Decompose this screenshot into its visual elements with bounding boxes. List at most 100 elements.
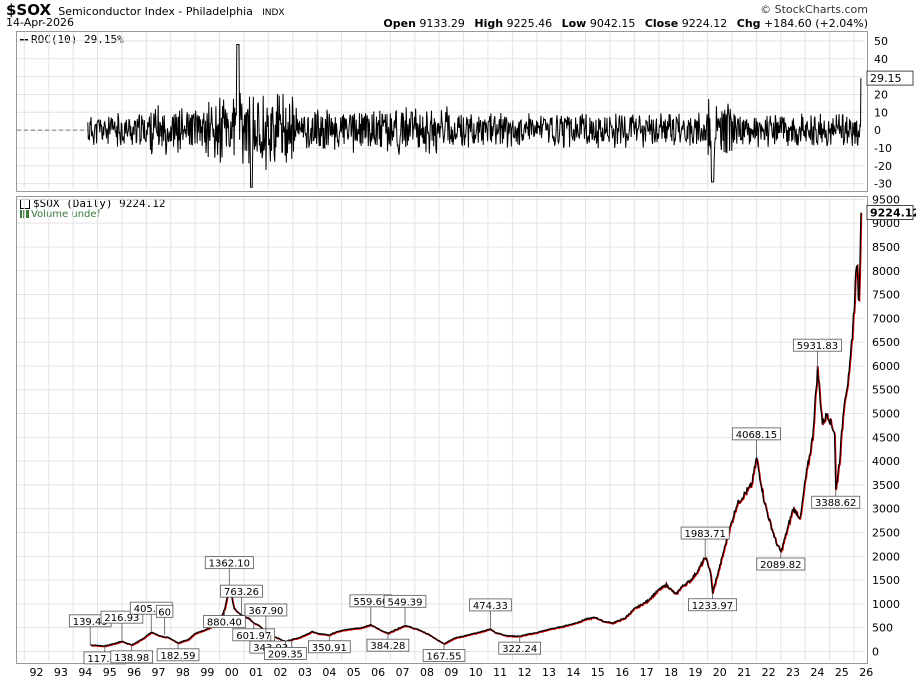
price-y-tick-label: 8500 bbox=[872, 241, 900, 254]
x-tick-label: 15 bbox=[591, 666, 605, 679]
roc-y-tick-label: 10 bbox=[874, 106, 888, 119]
annotation-box bbox=[498, 641, 541, 655]
price-last-value-tag-text: 9224.12 bbox=[870, 207, 916, 220]
annotation-label: 322.24 bbox=[502, 644, 537, 655]
x-tick-label: 93 bbox=[54, 666, 68, 679]
roc-series-line bbox=[87, 44, 862, 188]
x-tick-label: 05 bbox=[347, 666, 361, 679]
close-value: 9224.12 bbox=[681, 17, 728, 30]
annotation-label: 763.26 bbox=[224, 587, 259, 598]
annotation-box bbox=[469, 598, 512, 612]
annotation-box bbox=[155, 604, 174, 618]
roc-last-value-tag-text: 29.15 bbox=[870, 72, 902, 85]
annotation-box bbox=[264, 647, 307, 660]
x-tick-label: 17 bbox=[640, 666, 654, 679]
price-annotation: 209.35 bbox=[264, 641, 307, 661]
price-y-tick-label: 4000 bbox=[872, 455, 900, 468]
annotation-label: 138.98 bbox=[114, 653, 149, 664]
price-last-value-tag-box bbox=[866, 205, 914, 221]
annotation-label: 117.44 bbox=[87, 654, 122, 665]
annotation-label: 880.40 bbox=[207, 618, 242, 629]
annotation-box bbox=[366, 638, 410, 652]
price-annotation: 322.24 bbox=[498, 636, 541, 655]
x-tick-label: 07 bbox=[396, 666, 410, 679]
x-tick-label: 95 bbox=[103, 666, 117, 679]
price-y-tick-label: 3000 bbox=[872, 503, 900, 516]
x-tick-label: 98 bbox=[176, 666, 190, 679]
roc-last-value-tag-box bbox=[866, 70, 914, 86]
volume-label-text: Volume undef bbox=[31, 209, 101, 220]
annotation-label: 3388.62 bbox=[815, 498, 856, 509]
price-y-tick-label: 2000 bbox=[872, 550, 900, 563]
annotation-box bbox=[308, 640, 351, 654]
annotation-label: 139.49 bbox=[73, 617, 108, 628]
price-y-tick-label: 0 bbox=[872, 645, 879, 658]
roc-y-tick-label: 20 bbox=[874, 88, 888, 101]
annotation-box bbox=[688, 598, 737, 612]
roc-y-tick-label: -20 bbox=[874, 160, 892, 173]
x-tick-label: 00 bbox=[225, 666, 239, 679]
annotation-label: 4068.15 bbox=[736, 430, 777, 441]
price-annotation: 1233.97 bbox=[688, 592, 737, 612]
x-tick-label: 01 bbox=[249, 666, 263, 679]
annotation-label: 182.59 bbox=[161, 651, 196, 662]
roc-y-tick-label: 0 bbox=[874, 124, 881, 137]
close-label: Close bbox=[644, 17, 679, 30]
symbol-text: $SOX bbox=[6, 1, 52, 19]
price-annotation: 880.40 bbox=[203, 609, 246, 629]
price-annotation: 5931.83 bbox=[792, 338, 842, 370]
price-annotation: 138.98 bbox=[110, 644, 153, 664]
high-value: 9225.46 bbox=[506, 17, 553, 30]
annotation-label: 384.28 bbox=[370, 641, 405, 652]
x-tick-label: 12 bbox=[518, 666, 532, 679]
price-annotation: 763.26 bbox=[220, 584, 263, 616]
annotation-box bbox=[811, 495, 861, 509]
roc-y-tick-label: 50 bbox=[874, 35, 888, 48]
annotation-box bbox=[422, 649, 466, 662]
annotation-label: 1233.97 bbox=[692, 601, 733, 612]
x-tick-label: 10 bbox=[469, 666, 483, 679]
exchange-label: INDX bbox=[262, 8, 285, 18]
x-tick-label: 20 bbox=[713, 666, 727, 679]
annotation-box bbox=[220, 584, 263, 598]
x-tick-label: 21 bbox=[737, 666, 751, 679]
x-tick-label: 23 bbox=[786, 666, 800, 679]
roc-title-text: ROC(10) 29.15% bbox=[31, 33, 124, 46]
price-y-tick-label: 1000 bbox=[872, 598, 900, 611]
price-y-tick-label: 2500 bbox=[872, 527, 900, 540]
price-annotation: 60 bbox=[155, 604, 174, 636]
roc-last-value-tag: 29.15 bbox=[866, 70, 914, 86]
low-label: Low bbox=[561, 17, 587, 30]
price-y-tick-label: 3500 bbox=[872, 479, 900, 492]
x-tick-label: 08 bbox=[420, 666, 434, 679]
ohlc-readout: Open 9133.29 High 9225.46 Low 9042.15 Cl… bbox=[377, 17, 868, 30]
annotation-box bbox=[792, 338, 842, 352]
price-annotation: 2089.82 bbox=[756, 552, 806, 571]
price-y-tick-label: 500 bbox=[872, 622, 893, 635]
x-tick-label: 14 bbox=[566, 666, 580, 679]
price-title-text: $SOX (Daily) 9224.12 bbox=[33, 197, 166, 210]
annotation-label: 405.48 bbox=[134, 604, 169, 615]
x-tick-label: 99 bbox=[200, 666, 214, 679]
x-tick-label: 06 bbox=[371, 666, 385, 679]
price-annotation: 182.59 bbox=[156, 642, 200, 662]
price-y-tick-label: 1500 bbox=[872, 574, 900, 587]
x-tick-label: 25 bbox=[835, 666, 849, 679]
price-annotation: 3388.62 bbox=[811, 490, 861, 509]
x-tick-label: 24 bbox=[810, 666, 824, 679]
price-y-tick-label: 9500 bbox=[872, 193, 900, 206]
x-tick-label: 97 bbox=[152, 666, 166, 679]
roc-y-tick-label: -10 bbox=[874, 142, 892, 155]
x-tick-label: 92 bbox=[30, 666, 44, 679]
price-annotation: 384.28 bbox=[366, 633, 410, 652]
annotation-label: 601.97 bbox=[236, 631, 271, 642]
brand-watermark: © StockCharts.com bbox=[760, 3, 868, 16]
annotation-label: 60 bbox=[158, 607, 171, 618]
annotation-label: 549.39 bbox=[388, 597, 423, 608]
high-label: High bbox=[474, 17, 504, 30]
price-annotation: 1362.10 bbox=[204, 556, 254, 587]
x-tick-label: 96 bbox=[127, 666, 141, 679]
price-annotation: 4068.15 bbox=[731, 427, 781, 458]
price-last-value-tag: 9224.12 bbox=[866, 205, 916, 221]
